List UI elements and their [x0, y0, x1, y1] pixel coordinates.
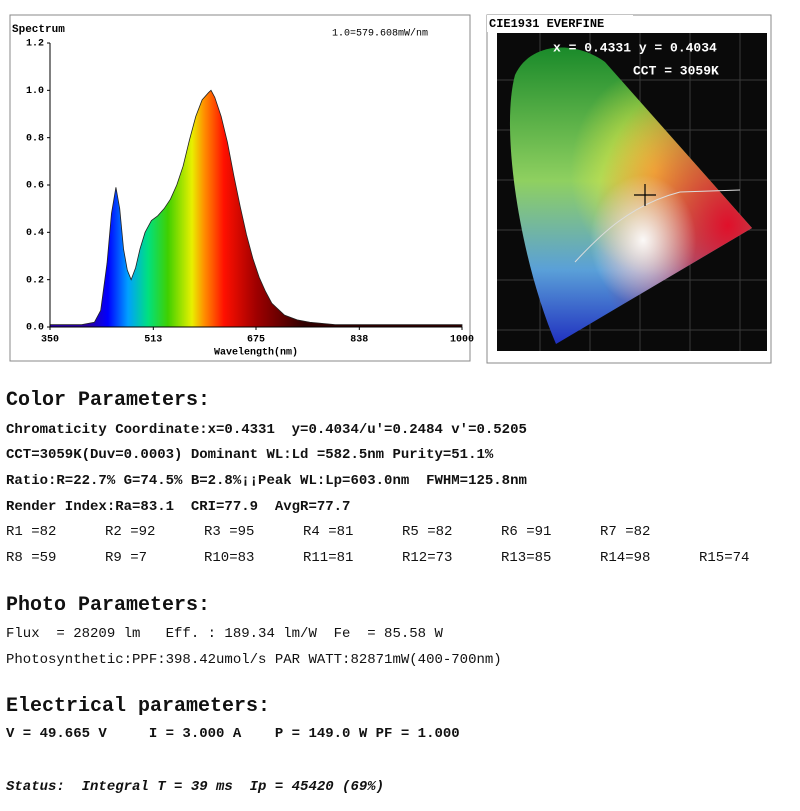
cie-locus-white [509, 47, 752, 344]
render-index-value: R10=83 [204, 550, 255, 566]
chart-title: Spectrum [12, 24, 65, 36]
cie-title-bg [487, 15, 633, 32]
x-tick-label: 513 [144, 335, 162, 346]
param-line: Flux = 28209 lm Eff. : 189.34 lm/W Fe = … [6, 626, 443, 642]
y-tick-label: 0.8 [26, 133, 44, 144]
render-index-value: R14=98 [600, 550, 651, 566]
spectrum-area [49, 89, 463, 328]
section-heading: Photo Parameters: [6, 594, 211, 617]
param-line: V = 49.665 V I = 3.000 A P = 149.0 W PF … [6, 726, 460, 742]
crosshair [634, 184, 656, 206]
y-tick-label: 0.0 [26, 323, 44, 334]
x-tick-label: 675 [247, 335, 265, 346]
cie-coords: x = 0.4331 y = 0.4034 [553, 40, 717, 55]
section-heading: Electrical parameters: [6, 695, 271, 718]
annotation: 1.0=579.608mW/nm [332, 28, 428, 40]
param-line: CCT=3059K(Duv=0.0003) Dominant WL:Ld =58… [6, 447, 494, 463]
figures: Spectrum 1.0=579.608mW/nm Wavelength(nm)… [9, 14, 772, 364]
render-index-value: R15=74 [699, 550, 750, 566]
y-tick-label: 0.4 [26, 228, 44, 239]
cie-title: CIE1931 EVERFINE [489, 17, 604, 31]
planckian-locus [574, 189, 741, 263]
cie-cct: CCT = 3059K [633, 63, 719, 78]
param-line: Chromaticity Coordinate:x=0.4331 y=0.403… [6, 422, 527, 438]
render-index-value: R9 =7 [105, 550, 148, 566]
x-tick-label: 350 [41, 335, 59, 346]
y-tick-label: 0.2 [26, 275, 44, 286]
y-tick-label: 1.2 [26, 39, 44, 50]
render-index-value: R12=73 [402, 550, 453, 566]
render-index-value: R3 =95 [204, 524, 255, 540]
y-tick-label: 0.6 [26, 181, 44, 192]
param-line: Ratio:R=22.7% G=74.5% B=2.8%¡¡Peak WL:Lp… [6, 473, 527, 489]
y-tick-label: 1.0 [26, 86, 44, 97]
x-tick-label: 1000 [450, 335, 474, 346]
param-line: Render Index:Ra=83.1 CRI=77.9 AvgR=77.7 [6, 499, 351, 515]
cie-diagram: CIE1931 EVERFINE x = 0.4331 y = 0.4034 C… [486, 14, 772, 364]
render-index-value: R4 =81 [303, 524, 354, 540]
render-index-value: R2 =92 [105, 524, 156, 540]
x-tick-label: 838 [350, 335, 368, 346]
section-heading: Color Parameters: [6, 389, 211, 412]
render-index-value: R11=81 [303, 550, 354, 566]
x-axis-label: Wavelength(nm) [214, 347, 298, 359]
render-index-value: R7 =82 [600, 524, 651, 540]
render-index-value: R5 =82 [402, 524, 453, 540]
render-index-value: R13=85 [501, 550, 552, 566]
render-index-value: R1 =82 [6, 524, 57, 540]
render-index-value: R8 =59 [6, 550, 57, 566]
render-index-value: R6 =91 [501, 524, 552, 540]
status-line: Status: Integral T = 39 ms Ip = 45420 (6… [6, 779, 385, 795]
param-line: Photosynthetic:PPF:398.42umol/s PAR WATT… [6, 652, 502, 668]
